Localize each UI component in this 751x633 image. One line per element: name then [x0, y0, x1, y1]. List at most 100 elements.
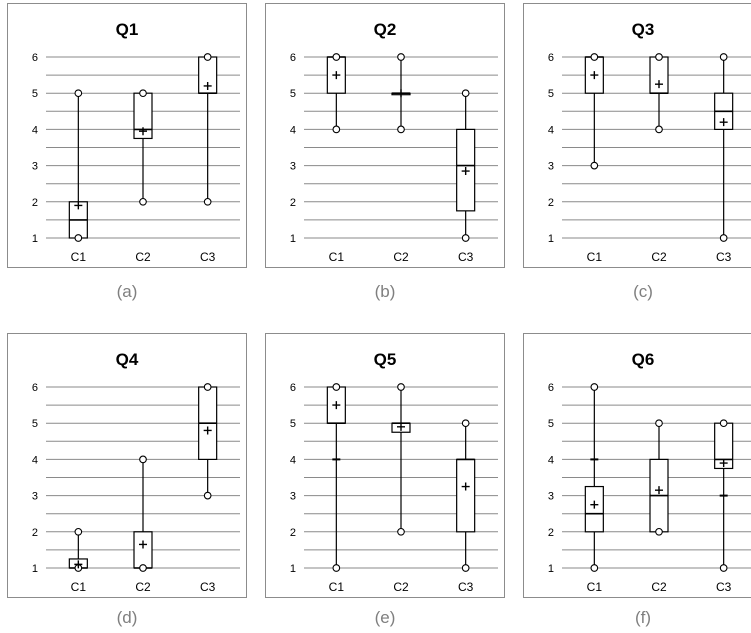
- max-marker: [590, 53, 599, 61]
- mean-marker: [719, 118, 728, 127]
- y-tick-label: 5: [548, 418, 554, 430]
- boxplot-svg: 1 2 3 4 5 6 C1 C2 C3: [548, 52, 751, 264]
- x-category-label: C2: [393, 580, 409, 594]
- min-marker: [332, 564, 341, 572]
- mean-marker: [203, 81, 212, 90]
- mean-marker: [139, 540, 147, 549]
- boxplot-svg: 1 2 3 4 5 6 C1 C2 C3: [290, 382, 498, 594]
- chart-title: Q5: [373, 350, 397, 369]
- max-marker: [655, 53, 663, 61]
- x-category-label: C1: [71, 580, 87, 594]
- min-marker: [397, 527, 405, 536]
- mean-marker: [332, 71, 341, 80]
- mean-marker: [74, 201, 83, 210]
- chart-title: Q1: [115, 20, 139, 39]
- min-marker: [719, 234, 728, 242]
- max-marker: [74, 527, 83, 536]
- max-marker: [74, 89, 83, 98]
- y-tick-label: 4: [290, 454, 296, 466]
- y-tick-label: 4: [290, 124, 296, 136]
- mean-marker: [397, 422, 405, 431]
- box-c3: [198, 383, 218, 500]
- box-c1: [68, 527, 88, 572]
- y-tick-label: 2: [290, 197, 296, 209]
- x-category-label: C3: [716, 580, 732, 594]
- box-c2: [649, 419, 669, 536]
- max-marker: [461, 419, 470, 428]
- max-marker: [655, 419, 663, 428]
- min-marker: [719, 564, 728, 572]
- y-tick-label: 5: [548, 88, 554, 100]
- mean-marker: [74, 560, 83, 569]
- x-category-label: C2: [135, 250, 151, 264]
- y-tick-label: 3: [290, 161, 296, 173]
- y-tick-label: 2: [32, 527, 38, 539]
- mean-marker: [719, 459, 728, 468]
- chart-panel-q2: Q2 1 2 3 4 5 6 C1 C2 C3: [265, 3, 505, 268]
- box-c2: [391, 53, 411, 134]
- x-category-label: C3: [200, 250, 216, 264]
- mean-marker: [332, 401, 341, 410]
- panel-caption: (b): [374, 282, 396, 301]
- y-tick-label: 6: [548, 52, 554, 64]
- x-category-label: C1: [587, 580, 603, 594]
- x-category-label: C1: [587, 250, 603, 264]
- mean-marker: [655, 80, 663, 89]
- mean-marker: [655, 486, 663, 495]
- y-tick-label: 6: [290, 382, 296, 394]
- x-category-label: C1: [329, 250, 345, 264]
- chart-panel-q1: Q1 1 2 3 4 5 6 C1 C2 C3: [7, 3, 247, 268]
- y-tick-label: 1: [32, 233, 38, 245]
- y-tick-label: 4: [548, 124, 554, 136]
- x-category-label: C2: [135, 580, 151, 594]
- max-marker: [461, 89, 470, 98]
- y-tick-label: 6: [548, 382, 554, 394]
- max-marker: [139, 89, 147, 98]
- max-marker: [332, 53, 341, 61]
- panel-caption: (d): [116, 608, 138, 627]
- box-c1: [584, 53, 604, 170]
- x-category-label: C2: [393, 250, 409, 264]
- y-tick-label: 3: [548, 491, 554, 503]
- panel-caption: (e): [374, 608, 396, 627]
- y-tick-label: 3: [548, 161, 554, 173]
- x-category-label: C2: [651, 580, 667, 594]
- y-tick-label: 4: [32, 454, 38, 466]
- min-marker: [461, 564, 470, 572]
- y-tick-label: 5: [290, 88, 296, 100]
- max-marker: [332, 383, 341, 391]
- max-marker: [203, 53, 212, 61]
- x-category-label: C1: [329, 580, 345, 594]
- box-c1: [326, 383, 346, 572]
- y-tick-label: 4: [548, 454, 554, 466]
- mean-marker: [139, 127, 147, 136]
- box-c2: [649, 53, 669, 134]
- x-category-label: C2: [651, 250, 667, 264]
- box-c3: [456, 419, 476, 572]
- mean-marker: [397, 89, 405, 98]
- y-tick-label: 3: [32, 161, 38, 173]
- min-marker: [461, 234, 470, 242]
- chart-title: Q4: [115, 350, 139, 369]
- box-c2: [133, 89, 153, 206]
- box-c1: [584, 383, 604, 572]
- box-c2: [133, 455, 153, 572]
- y-tick-label: 1: [290, 563, 296, 575]
- y-tick-label: 1: [548, 233, 554, 245]
- y-tick-label: 3: [32, 491, 38, 503]
- y-tick-label: 6: [290, 52, 296, 64]
- min-marker: [590, 161, 599, 170]
- mean-marker: [461, 167, 470, 176]
- y-tick-label: 5: [32, 88, 38, 100]
- box-c3: [714, 419, 734, 572]
- max-marker: [397, 383, 405, 391]
- y-tick-label: 4: [32, 124, 38, 136]
- max-marker: [590, 383, 599, 391]
- chart-panel-q5: Q5 1 2 3 4 5 6 C1 C2 C3: [265, 333, 505, 598]
- min-marker: [203, 491, 212, 500]
- box-c1: [68, 89, 88, 242]
- chart-panel-q4: Q4 1 2 3 4 5 6 C1 C2 C3: [7, 333, 247, 598]
- y-tick-label: 5: [290, 418, 296, 430]
- box-c3: [714, 53, 734, 242]
- box-c3: [198, 53, 218, 206]
